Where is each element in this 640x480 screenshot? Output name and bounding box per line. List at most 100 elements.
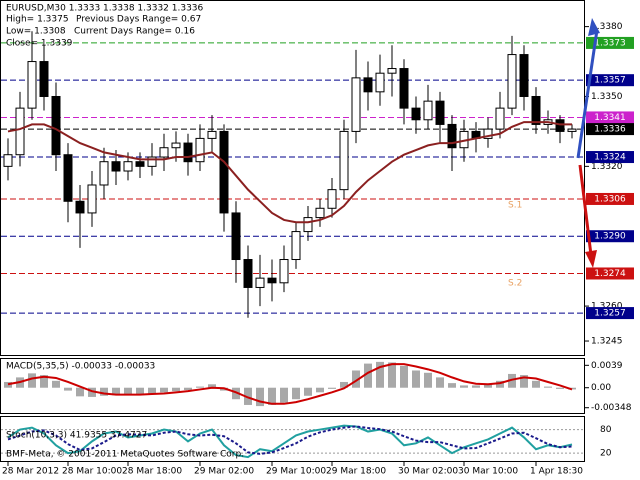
candle-body [483,128,493,139]
candle-body [519,54,529,97]
macd-bar [280,387,288,403]
macd-bar [208,384,216,388]
candle-body [147,156,157,167]
macd-signal [7,363,573,405]
x-tick-label: 30 Mar 10:00 [458,467,518,477]
macd-bar [436,377,444,388]
candle-body [327,189,337,209]
arrow-head [588,18,600,36]
macd-bar [496,380,504,388]
macd-bar [64,387,72,391]
level-box [586,111,634,124]
stoch-title: Stoch(10,3,3) 41.9355 37.4727 [6,431,147,441]
candle-body [51,95,61,156]
annotation: S.2 [508,279,522,289]
main-pane [0,0,585,356]
candle-body [531,95,541,125]
macd-bar [448,383,456,388]
macd-bar [520,375,528,388]
level-label: 1.3336 [594,125,626,135]
level-box [586,74,634,87]
candle-body [255,277,265,288]
level-label: 1.3341 [594,113,626,123]
macd-bar [544,386,552,388]
candle-body [315,207,325,219]
header-high: High= 1.3375 [6,15,69,25]
y-tick-label: 1.3245 [591,337,623,347]
x-tick-label: 28 Mar 18:00 [122,467,182,477]
level-label: 1.3357 [594,76,626,86]
candle-body [111,161,121,172]
arrow-head [585,250,597,268]
x-tick-label: 29 Mar 02:00 [194,467,254,477]
header-prev-range: Previous Days Range= 0.67 [76,15,201,25]
macd-bar [340,381,348,388]
annotation: S.1 [508,201,522,211]
macd-bar [268,387,276,405]
macd-bar [484,384,492,388]
macd-bar [196,386,204,388]
candle-body [399,68,409,109]
level-box [586,123,634,136]
candle-body [231,212,241,261]
macd-bar [508,373,516,388]
candle-body [219,130,229,214]
candle-body [171,142,181,149]
level-box [586,307,634,320]
level-box [586,267,634,280]
candle-body [495,107,505,130]
candle-body [303,217,313,233]
arrow-up [576,29,599,159]
header-low: Low= 1.3308 [6,27,66,37]
macd-bar [256,387,264,407]
candle-body [39,61,49,97]
x-tick-label: 28 Mar 2012 [2,467,59,477]
copyright: BMF-Meta, © 2001-2011 MetaQuotes Softwar… [6,450,244,460]
candle-body [159,147,169,158]
macd-bar [100,387,108,396]
macd-bar [160,387,168,393]
level-box [586,151,634,164]
candle-body [63,154,73,202]
macd-bar [172,387,180,392]
macd-bar [292,387,300,400]
level-label: 1.3324 [594,153,626,163]
macd-bar [88,387,96,397]
candle-body [207,130,217,139]
macd-bar [328,387,336,389]
level-box [586,230,634,243]
level-label: 1.3373 [594,38,626,48]
macd-bar [388,362,396,388]
y-tick-label: 20 [600,449,612,459]
level-box [586,192,634,205]
macd-bar [532,380,540,388]
macd-bar [28,373,36,388]
candle-body [135,161,145,167]
macd-bar [52,380,60,388]
candle-body [411,107,421,121]
y-tick-label: 1.3320 [591,162,623,172]
macd-bar [352,370,360,388]
macd-bar [76,387,84,397]
macd-bar [472,385,480,388]
candle-body [279,259,289,284]
candle-body [567,128,577,132]
y-tick-label: 0.00 [591,383,611,393]
macd-bar [40,375,48,388]
header-symbol: EURUSD,M30 1.3333 1.3338 1.3332 1.3336 [6,4,204,14]
candle-body [375,72,385,93]
level-box [586,36,634,49]
candle-body [183,142,193,163]
stoch-signal [7,425,573,455]
macd-bar [424,372,432,388]
macd-bar [460,385,468,388]
x-tick-label: 30 Mar 02:00 [398,467,458,477]
macd-bar [304,387,312,396]
candle-body [243,259,253,288]
candle-body [447,123,457,149]
macd-bar [364,363,372,388]
candle-body [99,161,109,186]
candle-body [291,231,301,261]
candle-body [195,137,205,163]
